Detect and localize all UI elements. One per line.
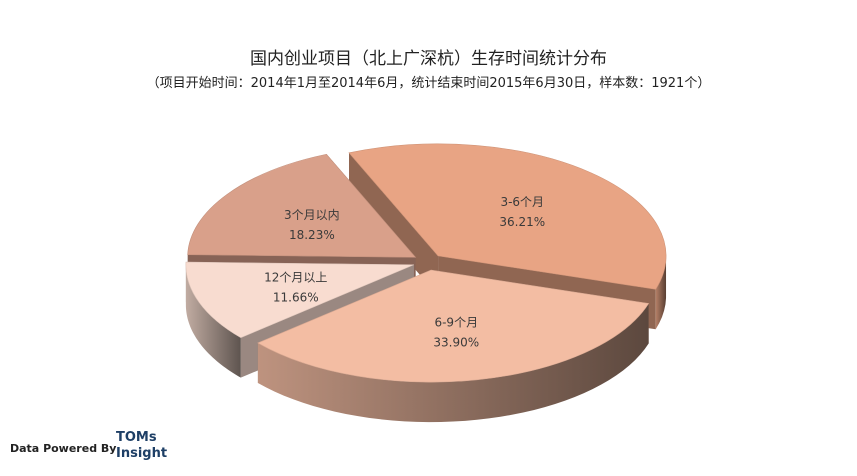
pie-slice-top-1 [257, 269, 650, 383]
pie-slice-top-3 [187, 153, 417, 258]
slice-percent-label: 18.23% [289, 228, 335, 242]
pie-slice-top-2 [185, 261, 414, 338]
data-powered-by-label: Data Powered By [10, 442, 117, 455]
slice-percent-label: 11.66% [273, 290, 319, 304]
slice-category-label: 3个月以内 [284, 208, 340, 222]
slice-category-label: 6-9个月 [434, 315, 478, 329]
pie-slice-outer-wall [655, 257, 667, 330]
pie-labels: 3-6个月 36.21% 3个月以内 18.23% 12个月以上 11.66% 6-9个月 3… [264, 195, 545, 349]
chart-subtitle: （项目开始时间：2014年1月至2014年6月，统计结束时间2015年6月30日… [146, 76, 711, 91]
toms-insight-logo: TOMs Insight [116, 430, 167, 462]
slice-percent-label: 33.90% [433, 335, 479, 349]
pie-slice-top-0 [348, 143, 667, 290]
chart-title: 国内创业项目（北上广深杭）生存时间统计分布 [250, 49, 607, 69]
slice-category-label: 3-6个月 [500, 195, 544, 209]
pie-slice-outer-wall [185, 264, 241, 378]
brand-line-1: TOMs [116, 430, 157, 445]
slice-percent-label: 36.21% [499, 215, 545, 229]
pie-tops [185, 143, 667, 383]
pie-slice-outer-wall [257, 303, 649, 423]
slice-category-label: 12个月以上 [264, 270, 327, 284]
pie-slice-wall [348, 152, 439, 296]
brand-line-2: Insight [116, 446, 168, 461]
